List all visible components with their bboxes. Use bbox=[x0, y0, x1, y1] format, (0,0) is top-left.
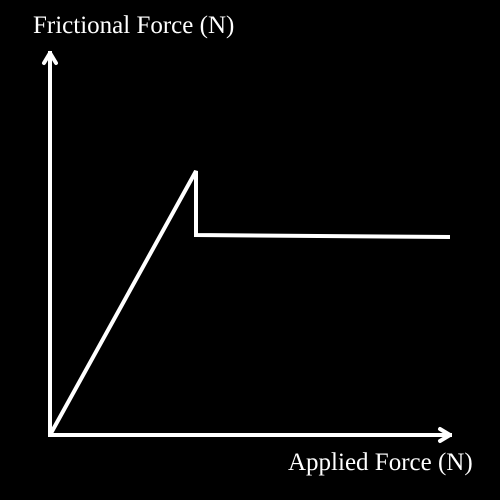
axes bbox=[42, 51, 452, 443]
y-axis-title: Frictional Force (N) bbox=[33, 12, 234, 39]
y-axis-arrowhead bbox=[42, 51, 58, 65]
x-axis-title: Applied Force (N) bbox=[288, 449, 473, 476]
x-axis-arrowhead bbox=[438, 427, 452, 443]
series-layer bbox=[48, 170, 451, 436]
friction-curve-line bbox=[48, 170, 451, 436]
